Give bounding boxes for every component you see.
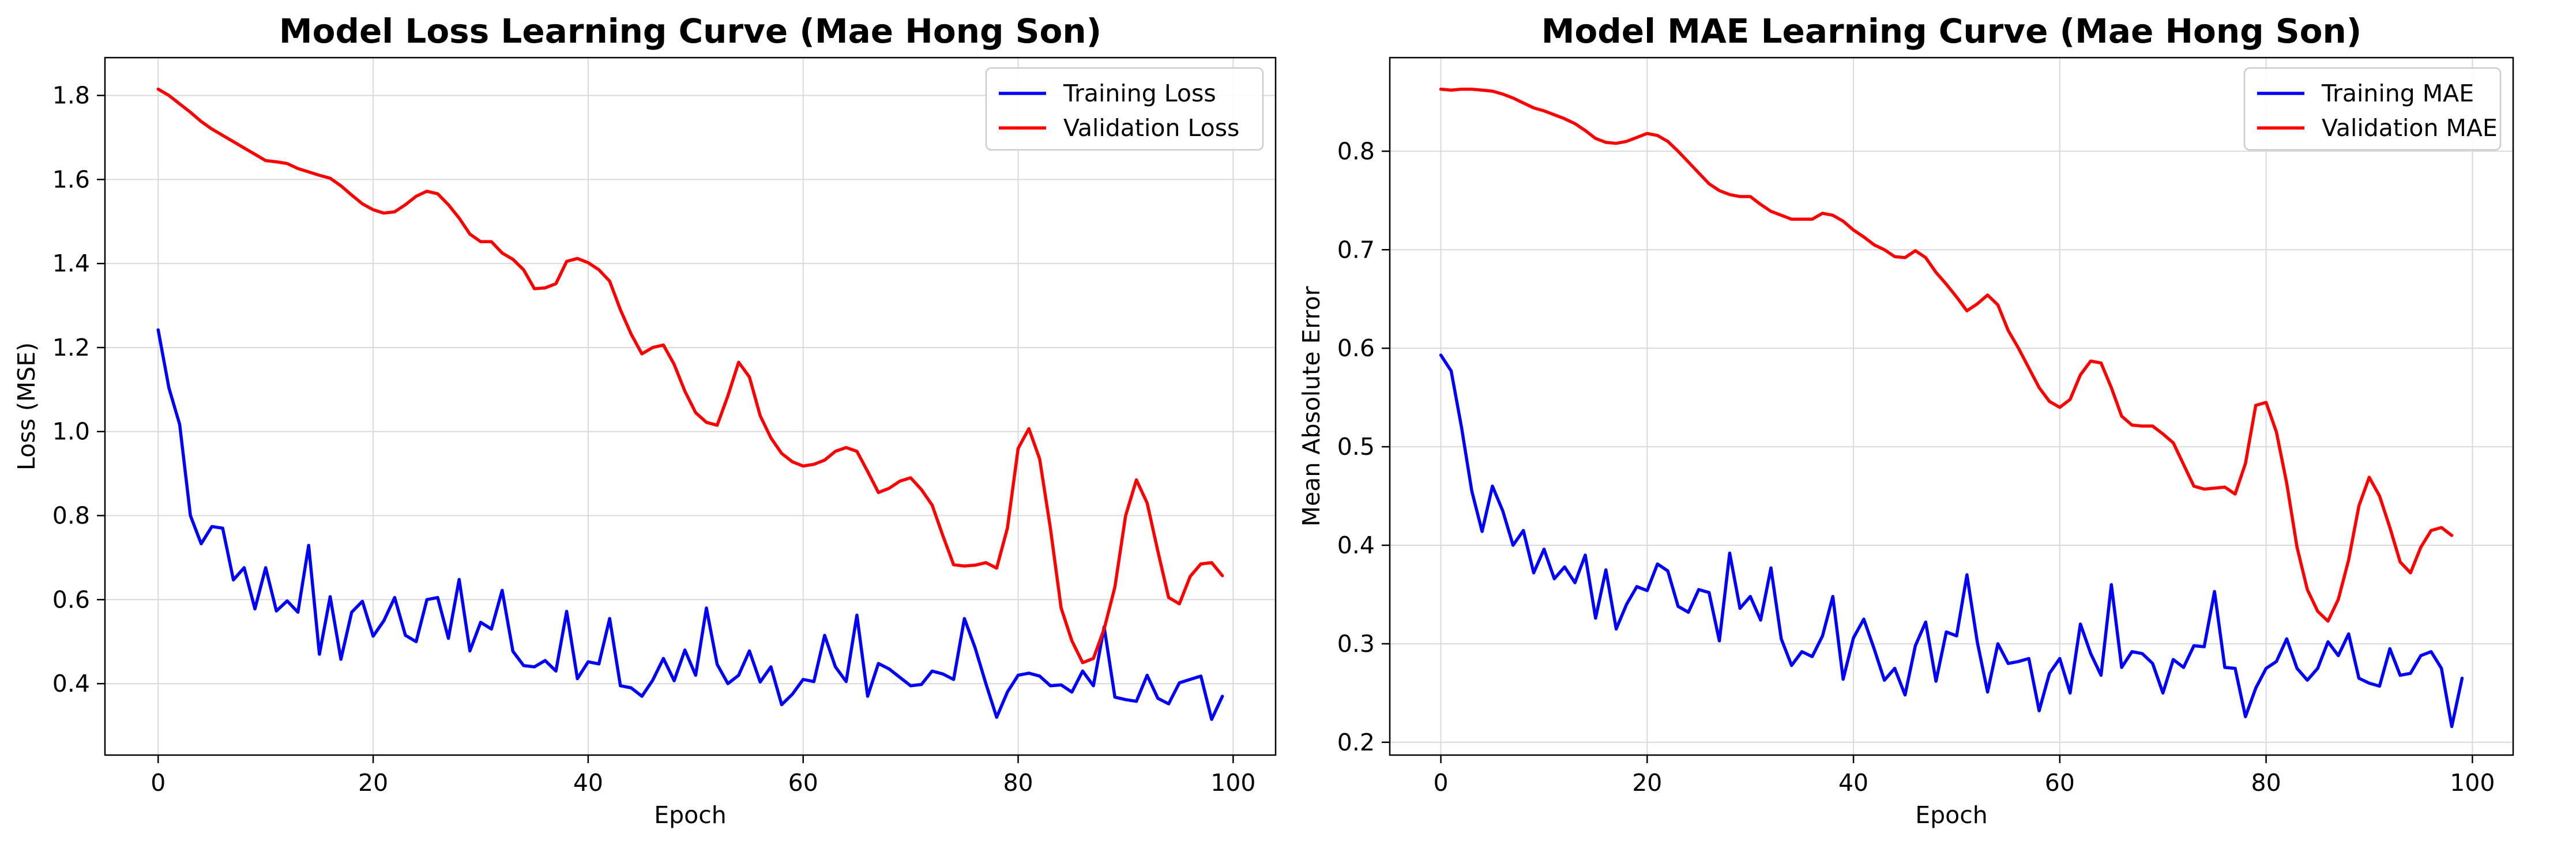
loss-series-line-validation <box>156 87 1224 665</box>
mae-x-tick-label: 40 <box>1838 769 1868 797</box>
loss-x-tick-label: 80 <box>1003 769 1033 797</box>
mae-grid <box>1390 58 2513 755</box>
loss-legend-label-training: Training Loss <box>1063 80 1216 107</box>
mae-x-tick-label: 20 <box>1632 769 1662 797</box>
loss-x-tick-label: 40 <box>573 769 603 797</box>
loss-x-axis-label: Epoch <box>654 801 727 829</box>
mae-x-tick-label: 0 <box>1433 769 1448 797</box>
loss-legend-box <box>985 67 1264 151</box>
loss-y-axis-label: Loss (MSE) <box>13 342 40 470</box>
loss-y-tick-label: 0.4 <box>52 670 90 697</box>
mae-legend-label-validation: Validation MAE <box>2322 114 2498 142</box>
mae-legend-box <box>2243 67 2502 151</box>
loss-legend: Training Loss Validation Loss <box>985 67 1264 151</box>
loss-y-tick-label: 0.6 <box>52 586 90 613</box>
mae-y-tick-label: 0.7 <box>1337 236 1375 263</box>
loss-x-tick-label: 60 <box>788 769 818 797</box>
mae-y-tick-label: 0.2 <box>1337 729 1375 756</box>
loss-y-tick-label: 1.8 <box>52 82 90 110</box>
mae-x-tick-label: 80 <box>2251 769 2281 797</box>
mae-y-tick-label: 0.4 <box>1337 531 1375 559</box>
mae-chart-panel: 0 20 40 60 80 100 0.2 0.3 0.4 0.5 0.6 0.7 0.8 Model M… <box>1298 12 2514 829</box>
loss-y-tick-label: 1.0 <box>52 418 90 446</box>
loss-plot-frame <box>104 56 1277 756</box>
mae-y-axis-label: Mean Absolute Error <box>1298 286 1325 526</box>
loss-y-tick-label: 1.4 <box>52 250 90 277</box>
loss-chart-title: Model Loss Learning Curve (Mae Hong Son) <box>279 12 1101 51</box>
loss-y-tick-label: 0.8 <box>52 502 90 530</box>
mae-y-tick-label: 0.5 <box>1337 433 1375 461</box>
loss-x-tick-label: 100 <box>1210 769 1255 797</box>
mae-legend: Training MAE Validation MAE <box>2243 67 2502 151</box>
loss-legend-label-validation: Validation Loss <box>1063 114 1239 142</box>
mae-x-tick-label: 60 <box>2045 769 2075 797</box>
mae-series-line-training <box>1439 353 2464 729</box>
loss-x-tick-label: 20 <box>358 769 388 797</box>
loss-x-tick-label: 0 <box>151 769 166 797</box>
loss-y-tick-label: 1.2 <box>52 334 90 361</box>
mae-legend-label-training: Training MAE <box>2321 80 2474 107</box>
mae-y-tick-label: 0.8 <box>1337 137 1375 165</box>
loss-y-tick-label: 1.6 <box>52 165 90 193</box>
loss-series-line-training <box>156 328 1224 721</box>
mae-x-tick-label: 100 <box>2450 769 2495 797</box>
mae-x-axis-label: Epoch <box>1915 801 1988 829</box>
mae-series-line-validation <box>1439 87 2454 623</box>
mae-chart-title: Model MAE Learning Curve (Mae Hong Son) <box>1541 12 2362 51</box>
mae-plot-frame <box>1389 56 2514 756</box>
mae-y-tick-label: 0.3 <box>1337 630 1375 658</box>
mae-y-tick-label: 0.6 <box>1337 334 1375 362</box>
loss-chart-panel: 0 20 40 60 80 100 0.4 0.6 0.8 1.0 1.2 1.4 1.6 1.8 Mode… <box>13 12 1277 829</box>
